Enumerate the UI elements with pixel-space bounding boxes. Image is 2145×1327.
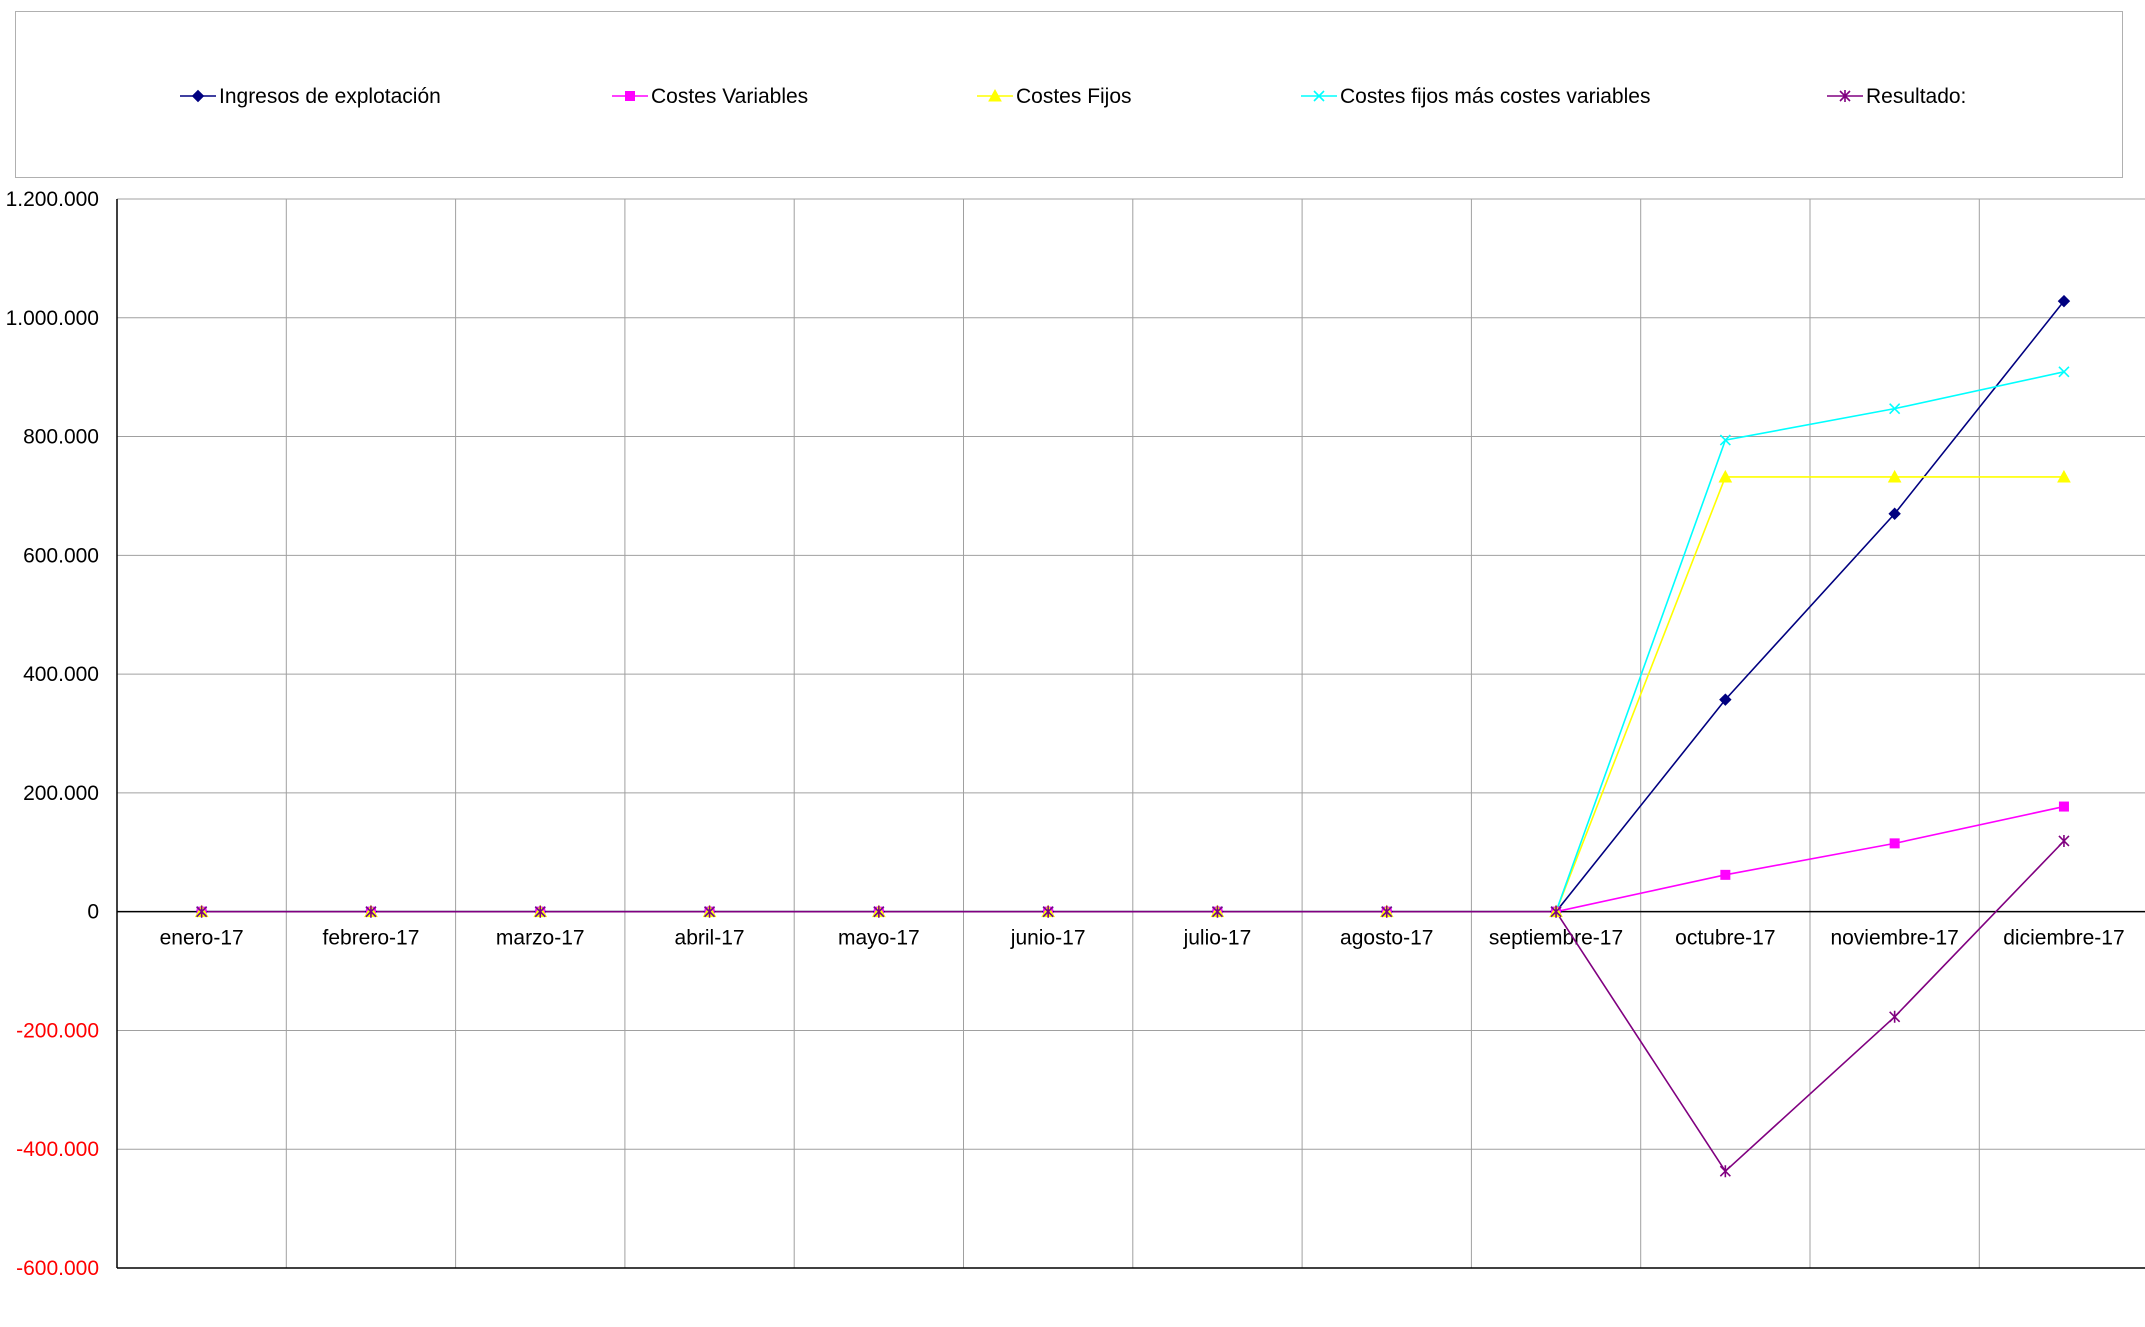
legend-marker [1839,90,1851,102]
data-point [1719,693,1732,706]
y-tick-label: 1.000.000 [6,307,99,330]
data-point [1719,434,1731,446]
x-tick-label: marzo-17 [496,927,585,950]
data-point [2058,834,2070,847]
data-point [1887,469,1902,483]
data-point [2057,294,2071,308]
y-tick-label: 0 [87,901,99,924]
data-point [2058,366,2070,378]
x-tick-label: noviembre-17 [1830,927,1958,950]
x-tick-label: enero-17 [160,927,244,950]
data-point [2058,801,2069,812]
data-point [1889,1010,1901,1023]
data-point [196,905,208,918]
data-point [1718,469,1733,483]
legend-box [15,11,2123,178]
x-tick-label: febrero-17 [323,927,420,950]
legend-label: Costes Variables [651,85,808,108]
y-tick-label: 1.200.000 [6,188,99,211]
x-tick-label: diciembre-17 [2003,927,2124,950]
x-tick-label: agosto-17 [1340,927,1433,950]
legend-marker [191,89,205,103]
legend-label: Ingresos de explotación [219,85,441,108]
data-point [1720,869,1731,880]
data-point [1042,905,1054,918]
data-point [2057,469,2071,483]
x-tick-label: junio-17 [1010,927,1086,950]
legend-marker [988,88,1002,102]
data-point [365,905,377,918]
x-tick-label: octubre-17 [1675,927,1775,950]
series-line-5 [201,840,2065,1173]
y-tick-label: 800.000 [23,426,99,449]
data-point [534,905,546,918]
legend-marker [625,91,635,101]
data-point [703,905,716,918]
x-tick-label: abril-17 [675,927,745,950]
data-point [1719,1165,1731,1178]
data-point [1381,905,1393,918]
data-point [873,905,885,918]
y-tick-label: 600.000 [23,544,99,567]
legend-label: Resultado: [1866,85,1966,108]
x-tick-label: septiembre-17 [1489,927,1623,950]
data-point [1889,403,1901,415]
y-tick-label: 200.000 [23,782,99,805]
data-point [1550,905,1562,918]
y-tick-label: -400.000 [16,1138,99,1161]
y-tick-label: 400.000 [23,663,99,686]
legend-marker [1313,90,1325,102]
y-tick-label: -600.000 [16,1257,99,1280]
x-tick-label: mayo-17 [838,927,920,950]
data-point [1888,507,1901,520]
data-point [1889,838,1900,849]
data-point [1211,905,1224,918]
x-tick-label: julio-17 [1183,927,1252,950]
legend-label: Costes fijos más costes variables [1340,85,1650,108]
legend-label: Costes Fijos [1016,85,1132,108]
y-tick-label: -200.000 [16,1019,99,1042]
